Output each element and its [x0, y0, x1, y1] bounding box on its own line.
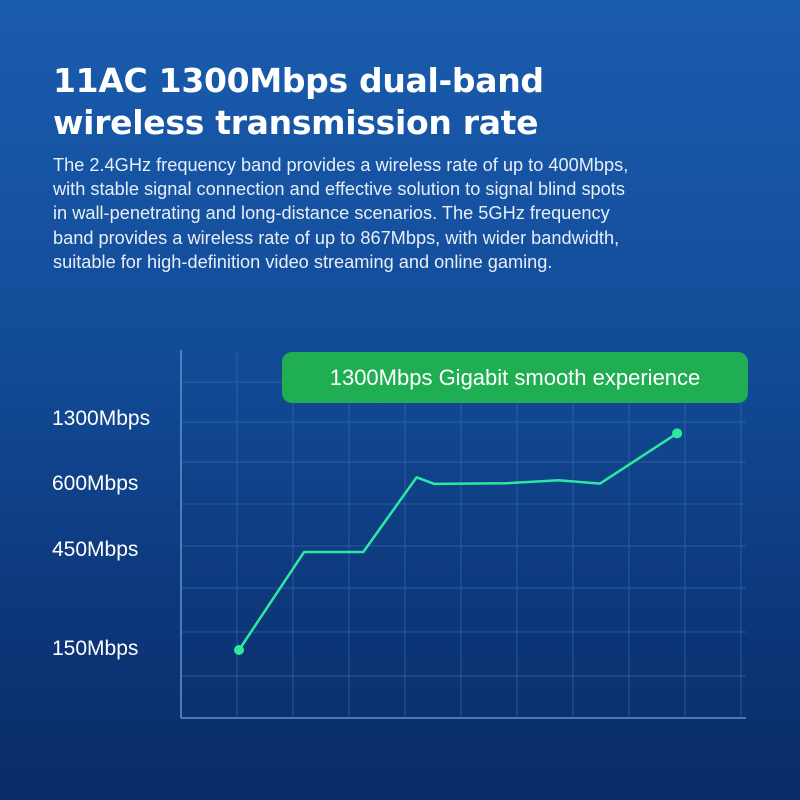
title-line-2: wireless transmission rate [53, 103, 539, 142]
description-line-2: with stable signal connection and effect… [53, 179, 625, 200]
description: The 2.4GHz frequency band provides a wir… [53, 153, 753, 274]
y-tick-label-150: 150Mbps [52, 637, 139, 660]
y-tick-label-600: 600Mbps [52, 472, 139, 495]
description-line-1: The 2.4GHz frequency band provides a wir… [53, 155, 629, 175]
description-line-4: band provides a wireless rate of up to 8… [53, 227, 620, 248]
annotation-badge: 1300Mbps Gigabit smooth experience [282, 352, 748, 403]
y-tick-label-1300: 1300Mbps [52, 407, 151, 430]
description-line-5: suitable for high-definition video strea… [53, 251, 553, 272]
title-line-1: 11AC 1300Mbps dual-band [53, 61, 544, 100]
data-point-marker [234, 645, 244, 655]
series-line [237, 432, 678, 651]
y-tick-label-450: 450Mbps [52, 538, 139, 561]
data-point-marker [672, 428, 683, 439]
page-title: 11AC 1300Mbps dual-band wireless transmi… [53, 60, 753, 144]
description-line-3: in wall-penetrating and long-distance sc… [53, 203, 610, 224]
